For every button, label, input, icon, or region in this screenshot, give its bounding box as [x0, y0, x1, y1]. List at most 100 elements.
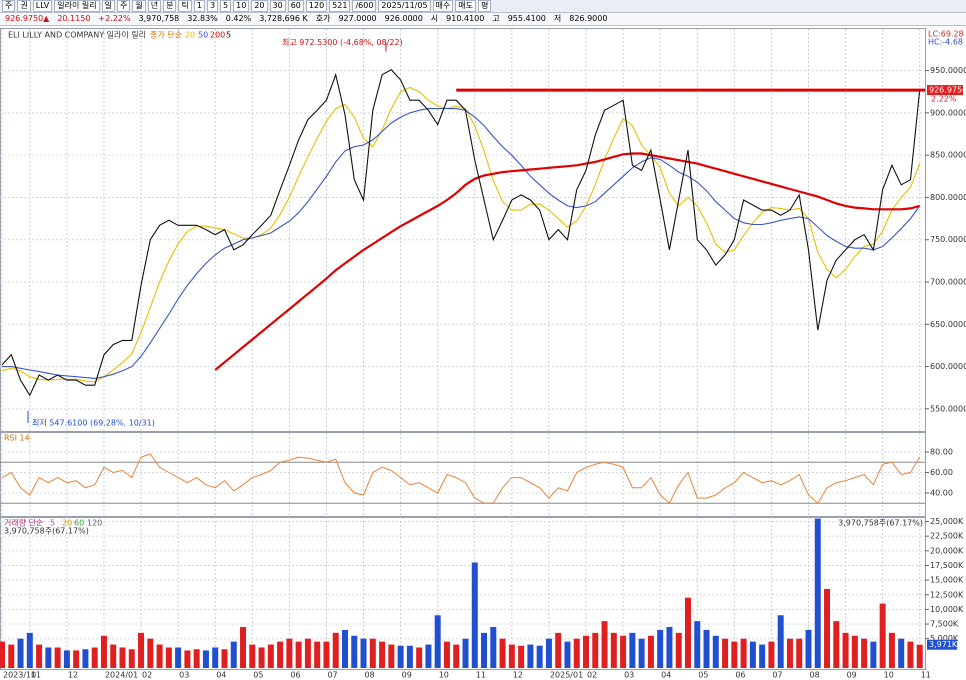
volume-bar [73, 650, 80, 668]
volume-bar [17, 638, 24, 668]
volume-bar [703, 629, 710, 668]
legend-item: 120 [87, 519, 102, 528]
toolbar-button[interactable]: 2025/11/05 [378, 0, 431, 12]
volume-bar [555, 632, 562, 668]
quote-field: 910.4100 [446, 14, 485, 23]
toolbar-button[interactable]: 년 [147, 0, 162, 12]
toolbar-button[interactable]: 5 [220, 0, 232, 12]
toolbar-button[interactable]: 월 [132, 0, 146, 12]
volume-bar [527, 644, 534, 668]
last-change: 2.22% [931, 95, 957, 104]
volume-bar [230, 641, 237, 668]
toolbar-button[interactable]: 평 [478, 0, 492, 12]
quote-field: 3,970,758 [138, 14, 180, 23]
volume-bar [536, 645, 543, 668]
legend-item: 5 [50, 519, 55, 528]
y-tick-label: 800.0000 [930, 193, 966, 202]
volume-bar [666, 626, 673, 668]
quote-bar: 926.9750▲ 20.1150 +2.22% 3,970,758 32.83% 0.4… [0, 13, 966, 26]
volume-bar [638, 638, 645, 668]
volume-bar [351, 635, 358, 668]
toolbar-button[interactable]: 매수 [432, 0, 454, 12]
toolbar-button[interactable]: 120 [305, 0, 328, 12]
panel-frame [0, 28, 926, 432]
volume-bar [202, 650, 209, 668]
legend-item: 60 [74, 519, 84, 528]
volume-bar [499, 638, 506, 668]
toolbar-button[interactable]: 일 [101, 0, 115, 12]
toolbar-button[interactable]: 30 [269, 0, 286, 12]
x-tick-label: 11 [921, 671, 931, 680]
corner-label: HC:-4.68 [928, 38, 963, 47]
legend-item: 50 [198, 31, 208, 40]
quote-field: 926.9750▲ [5, 14, 50, 23]
volume-bar [629, 632, 636, 668]
y-tick-label: 40.00 [930, 488, 953, 497]
volume-bar [91, 647, 98, 668]
toolbar-button[interactable]: 권 [17, 0, 31, 12]
x-tick-label: 04 [216, 671, 226, 680]
toolbar-button[interactable]: 주 [116, 0, 131, 12]
x-tick-label: 10 [884, 671, 894, 680]
x-tick-label: 02 [142, 671, 152, 680]
volume-bar [406, 645, 413, 668]
toolbar-button[interactable]: 틱 [178, 0, 192, 12]
legend-item: 20 [185, 31, 195, 40]
quote-field: 0.42% [225, 14, 252, 23]
toolbar-button[interactable]: 일라이 릴리 [54, 0, 100, 12]
volume-bar [740, 638, 747, 668]
quote-field: 저 [553, 14, 562, 23]
x-tick-label: 2024/01 [105, 671, 138, 680]
volume-bar [824, 588, 831, 668]
y-tick-label: 550.0000 [930, 404, 966, 413]
volume-bar [564, 641, 571, 668]
last-volume-box [927, 639, 957, 650]
volume-bar [82, 649, 89, 668]
toolbar-button[interactable]: 매도 [455, 0, 476, 12]
volume-bar [304, 638, 311, 668]
toolbar-button[interactable]: /600 [352, 0, 377, 12]
x-tick-label: 05 [698, 671, 708, 680]
x-tick-label: 03 [624, 671, 634, 680]
y-tick-label: 60.00 [930, 468, 953, 477]
toolbar-button[interactable]: 1 [193, 0, 205, 12]
toolbar-button[interactable]: 60 [287, 0, 304, 12]
volume-bar [805, 629, 812, 668]
toolbar-button[interactable]: 521 [329, 0, 351, 12]
volume-bar [888, 632, 895, 668]
y-tick-label: 10,000K [930, 605, 964, 614]
high-annotation: 최고 972.5300 (-4.68%, 08/22) [282, 37, 403, 47]
legend-item: 5 [226, 31, 231, 40]
quote-field: 호가 [315, 14, 331, 23]
toolbar-button[interactable]: 주 [2, 0, 16, 12]
volume-bar [156, 644, 163, 668]
last-volume: 3,971K [929, 640, 958, 649]
chart-title: ELI LILLY AND COMPANY 일라이 릴리 [8, 30, 146, 40]
volume-bar [684, 597, 691, 668]
toolbar-button[interactable]: 분 [163, 0, 177, 12]
quote-field: 고 [492, 14, 500, 23]
volume-bar [286, 638, 293, 668]
volume-bar [573, 638, 580, 668]
toolbar-button[interactable]: LLV [32, 0, 53, 12]
toolbar-button[interactable]: 20 [251, 0, 268, 12]
volume-bar [267, 644, 274, 668]
x-tick-label: 2023/10 [3, 671, 36, 680]
ma-line [1, 86, 921, 383]
rsi-title: RSI 14 [4, 434, 30, 443]
volume-bar [434, 615, 441, 668]
rsi-line [1, 453, 921, 505]
toolbar-button[interactable]: 3 [206, 0, 219, 12]
volume-bar [879, 603, 886, 668]
last-price: 926.9750 [929, 86, 966, 95]
legend-title: 종가 단순 [150, 30, 182, 40]
x-tick-label: 12 [68, 671, 78, 680]
volume-bar [175, 647, 182, 668]
toolbar-button[interactable]: 10 [233, 0, 250, 12]
volume-bar [388, 644, 395, 668]
volume-bar [221, 649, 228, 668]
volume-bar [138, 632, 145, 668]
y-tick-label: 950.0000 [930, 66, 966, 75]
legend-item: 20 [62, 519, 72, 528]
